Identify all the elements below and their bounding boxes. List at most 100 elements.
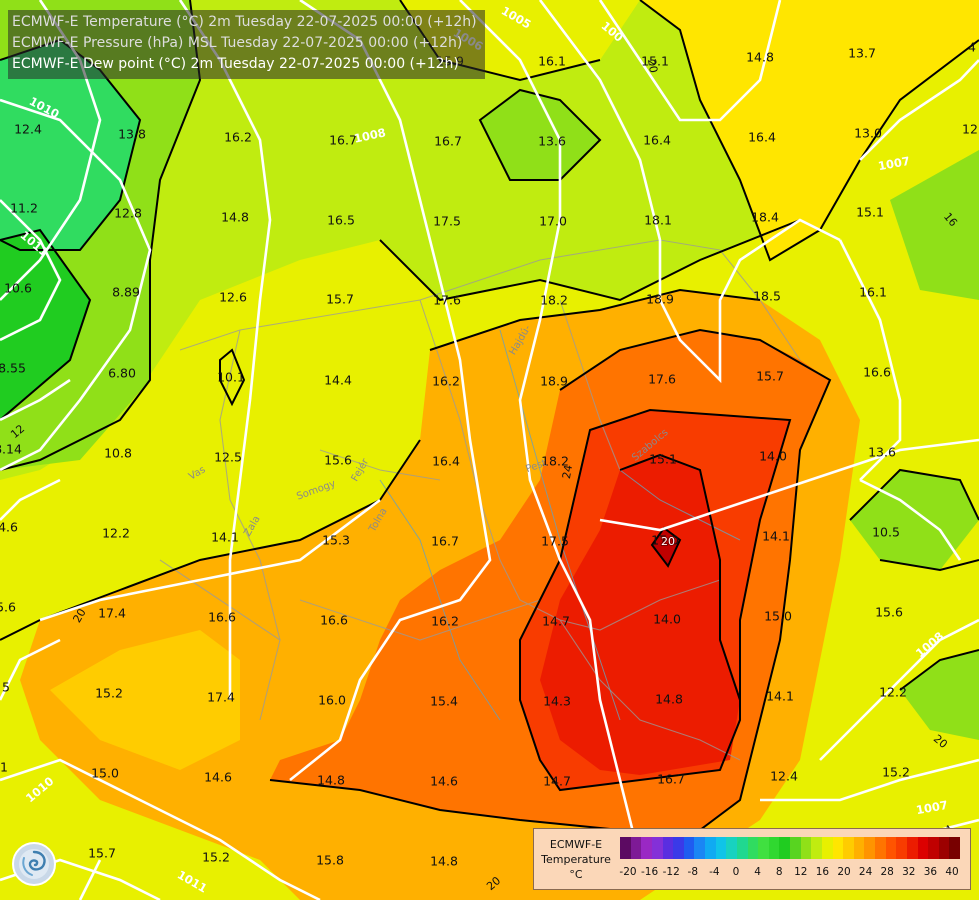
dew-point-label: 14.1 <box>766 689 794 704</box>
dew-point-label: 12.8 <box>114 206 142 221</box>
dew-point-label: 14.4 <box>324 373 352 388</box>
edge-value-label: 1 <box>0 760 8 775</box>
dew-point-label: 14.0 <box>759 449 787 464</box>
legend-tick-label: 40 <box>945 866 959 878</box>
dew-point-label: 13.8 <box>118 127 146 142</box>
dew-point-label: 14.7 <box>543 774 571 789</box>
dew-point-label: 16.6 <box>320 613 348 628</box>
legend-tick-label: 12 <box>794 866 808 878</box>
legend-tick-label: 0 <box>732 866 740 878</box>
title-dew-point[interactable]: ECMWF-E Dew point (°C) 2m Tuesday 22-07-… <box>12 56 459 72</box>
legend-color-swatch <box>949 837 960 859</box>
dew-point-label: 17.4 <box>207 690 235 705</box>
dew-point-label: 14.8 <box>317 773 345 788</box>
dew-point-label: 14.8 <box>746 50 774 65</box>
legend-title-unit: °C <box>569 868 583 881</box>
legend-color-swatch <box>694 837 705 859</box>
temp-fill-12-ne <box>890 150 979 300</box>
dew-point-label: 16.2 <box>431 614 459 629</box>
dew-point-label: 15.6 <box>875 605 903 620</box>
isobar-label: 1008 <box>353 125 387 145</box>
legend-color-swatch <box>715 837 727 859</box>
dew-point-label: 12.2 <box>102 526 130 541</box>
max-value: 20 <box>660 534 676 549</box>
edge-value-label: 5 <box>2 680 10 695</box>
dew-point-label: 15.2 <box>95 686 123 701</box>
dew-point-label: 18.2 <box>541 454 569 469</box>
dew-point-label: 16.7 <box>431 534 459 549</box>
legend-color-swatch <box>896 837 907 859</box>
dew-point-label: 17.4 <box>98 606 126 621</box>
dew-point-label: 13.0 <box>854 126 882 141</box>
dew-point-label: 15.3 <box>322 533 350 548</box>
dew-point-label: 15.2 <box>202 850 230 865</box>
legend-color-swatch <box>641 837 652 859</box>
temperature-legend: ECMWF-E Temperature °C -20 -16 -12 -8 -4 0 4 8 1… <box>533 828 971 890</box>
dew-point-label: 12.4 <box>770 769 798 784</box>
dew-point-label: 14.8 <box>655 692 683 707</box>
dew-point-label: 10.5 <box>872 525 900 540</box>
edge-value-label: 8.14 <box>0 442 22 457</box>
temp-fill-16-nw <box>0 0 800 480</box>
dew-point-label: 12.5 <box>214 450 242 465</box>
legend-color-swatch <box>747 837 759 859</box>
dew-point-label: 17.5 <box>541 534 569 549</box>
legend-tick-label: -16 <box>641 866 659 878</box>
dew-point-label: 14.3 <box>543 694 571 709</box>
dew-point-label: 10.1 <box>217 370 245 385</box>
dew-point-label: 16.4 <box>643 133 671 148</box>
dew-point-label: 16.6 <box>208 610 236 625</box>
temp-fill-20-w <box>50 630 240 770</box>
dew-point-label: 14.8 <box>430 854 458 869</box>
legend-color-swatch <box>853 837 865 859</box>
edge-values: 8.14 4.6 5.6 5 1 12 4 <box>0 40 978 775</box>
dew-point-label: 14.1 <box>762 529 790 544</box>
legend-color-swatch <box>800 837 812 859</box>
dew-point-label: 6.80 <box>108 366 136 381</box>
legend-color-swatch <box>736 837 748 859</box>
legend-tick-label: 28 <box>880 866 894 878</box>
legend-color-swatch <box>779 837 790 859</box>
dew-point-label: 17.5 <box>433 214 461 229</box>
dew-point-label: 15.7 <box>756 369 784 384</box>
dew-point-label: 18.2 <box>540 293 568 308</box>
dew-point-label: 18.9 <box>540 374 568 389</box>
dew-point-label: 16.7 <box>657 772 685 787</box>
dew-point-label: 17.0 <box>651 533 679 548</box>
legend-tick-label: 20 <box>837 866 851 878</box>
dew-point-label: 16.1 <box>859 285 887 300</box>
legend-color-swatch <box>673 837 684 859</box>
legend-color-swatch <box>928 837 939 859</box>
dew-point-label: 16.4 <box>432 454 460 469</box>
dew-point-label: 14.1 <box>211 530 239 545</box>
legend-color-swatch <box>938 837 950 859</box>
dew-point-label: 16.7 <box>329 133 357 148</box>
legend-color-swatch <box>811 837 822 859</box>
legend-tick-label: 32 <box>902 866 916 878</box>
dew-point-label: 16.4 <box>748 130 776 145</box>
dew-point-label: 12.6 <box>219 290 247 305</box>
title-temperature[interactable]: ECMWF-E Temperature (°C) 2m Tuesday 22-0… <box>12 14 477 30</box>
dew-point-label: 12.4 <box>14 122 42 137</box>
temp-fill-ne-yellow <box>640 0 979 260</box>
legend-color-swatch <box>758 837 769 859</box>
dew-point-label: 17.6 <box>648 372 676 387</box>
dew-point-label: 14.8 <box>221 210 249 225</box>
legend-color-swatch <box>705 837 716 859</box>
edge-value-label: 12 <box>962 122 978 137</box>
dew-point-label: 8.55 <box>0 361 26 376</box>
isobar-label: 1007 <box>915 798 949 817</box>
dew-point-label: 15.2 <box>882 765 910 780</box>
title-pressure[interactable]: ECMWF-E Pressure (hPa) MSL Tuesday 22-07… <box>12 35 463 51</box>
logo <box>12 842 56 886</box>
legend-color-swatch <box>864 837 875 859</box>
dew-point-label: 18.9 <box>646 292 674 307</box>
edge-value-label: 4.6 <box>0 520 18 535</box>
swirl-icon <box>19 849 49 879</box>
dew-point-label: 18.1 <box>644 213 672 228</box>
dew-point-label: 15.0 <box>91 766 119 781</box>
title-box: ECMWF-E Temperature (°C) 2m Tuesday 22-0… <box>8 10 485 79</box>
dew-point-label: 15.8 <box>316 853 344 868</box>
